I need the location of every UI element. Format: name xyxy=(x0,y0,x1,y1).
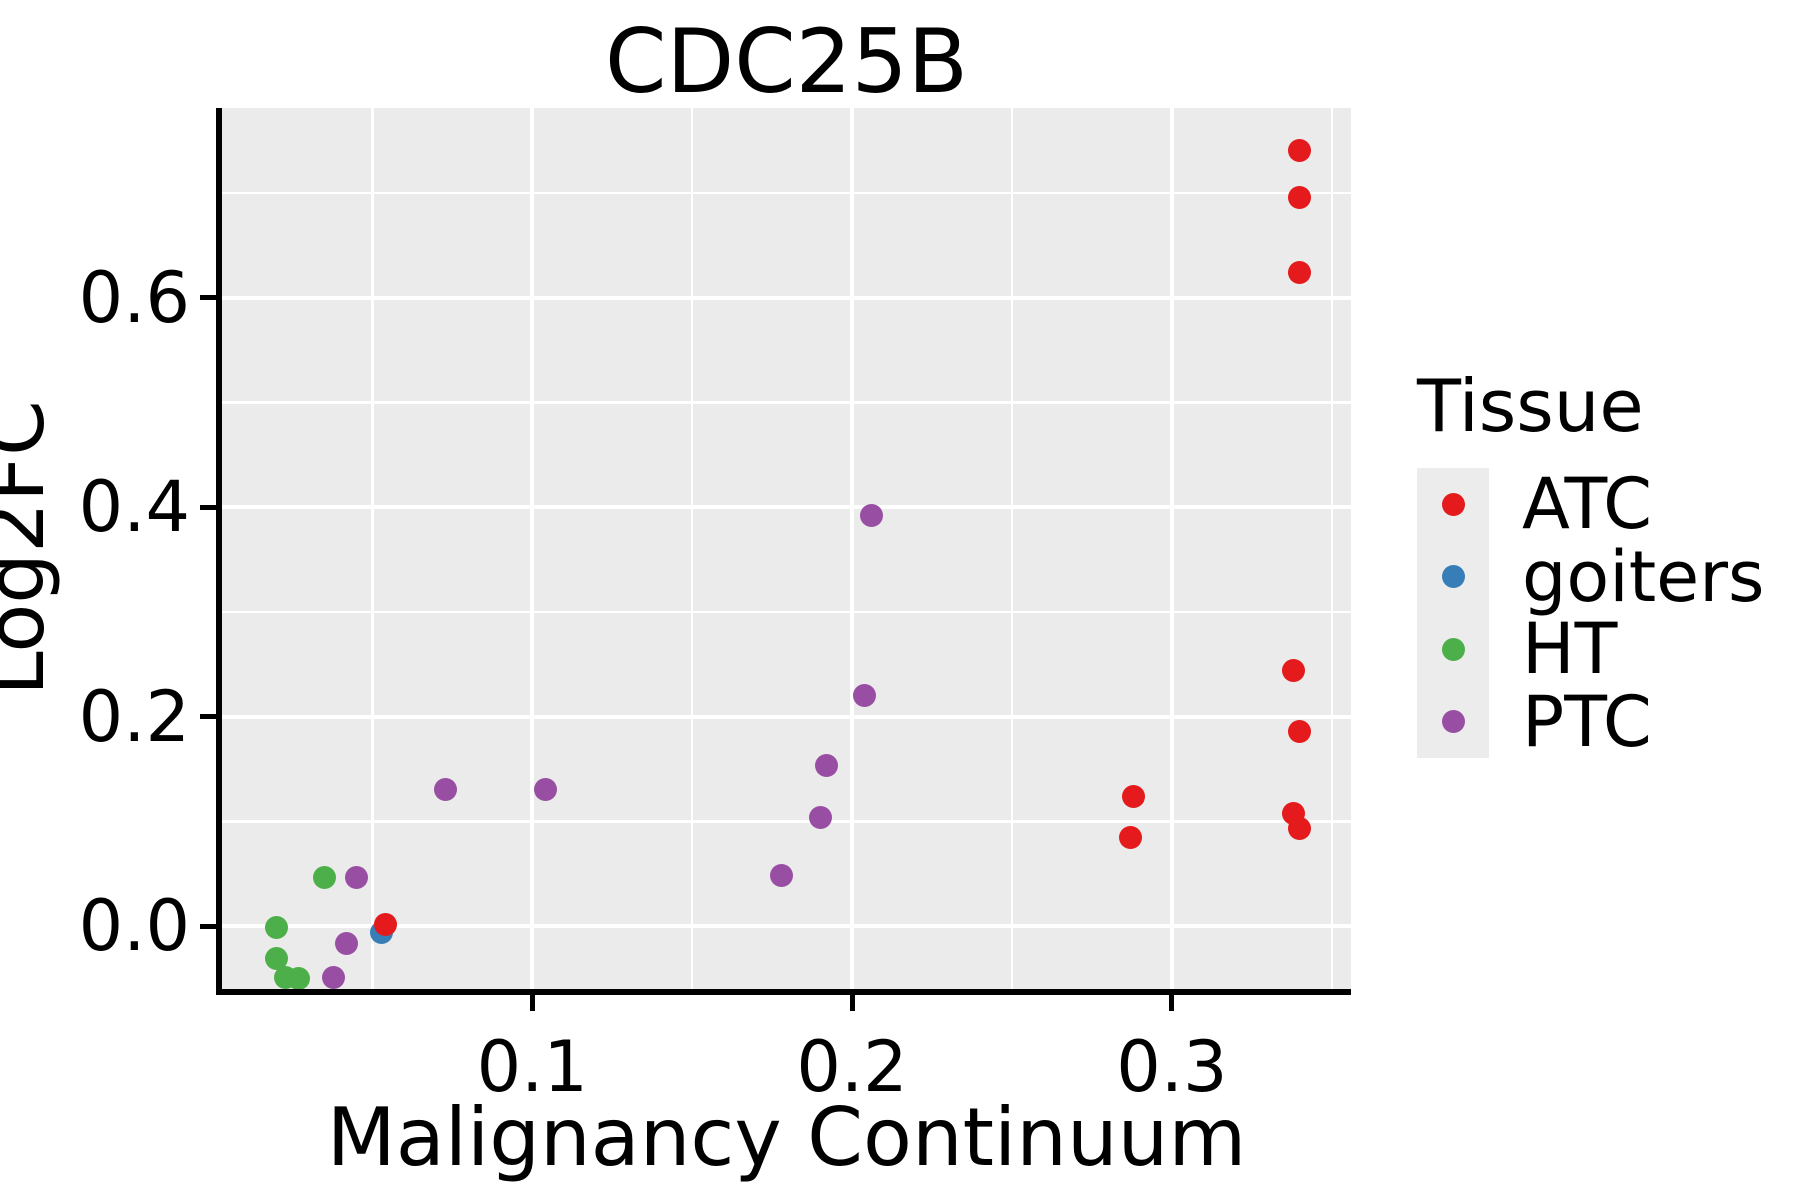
legend-label: goiters xyxy=(1522,535,1765,618)
data-point-PTC xyxy=(859,504,883,527)
legend-key xyxy=(1417,613,1489,686)
x-minor-gridline xyxy=(1010,108,1014,989)
y-tick-mark xyxy=(200,923,216,929)
y-major-gridline xyxy=(222,714,1351,719)
y-major-gridline xyxy=(222,505,1351,510)
y-minor-gridline xyxy=(222,610,1351,614)
x-tick-mark xyxy=(849,995,855,1011)
data-point-ATC xyxy=(1288,719,1312,743)
data-point-PTC xyxy=(344,866,368,890)
data-point-PTC xyxy=(814,754,838,778)
legend-key xyxy=(1417,540,1489,613)
x-minor-gridline xyxy=(690,108,694,989)
plot-panel xyxy=(222,108,1351,991)
legend-item-goiters: goiters xyxy=(1417,535,1765,618)
y-axis-title: Log2FC xyxy=(0,400,62,696)
y-axis-spine xyxy=(216,108,222,995)
x-major-gridline xyxy=(1169,108,1174,989)
x-tick-mark xyxy=(1169,995,1175,1011)
panel-background xyxy=(222,108,1351,989)
ht-legend-dot-icon xyxy=(1441,637,1465,661)
y-tick-mark xyxy=(200,295,216,301)
data-point-HT xyxy=(264,915,288,939)
data-point-ATC xyxy=(1288,817,1312,841)
legend-label: ATC xyxy=(1522,463,1652,546)
data-point-ATC xyxy=(1288,139,1312,163)
y-tick-label: 0.2 xyxy=(78,675,190,758)
x-minor-gridline xyxy=(1330,108,1334,989)
x-minor-gridline xyxy=(371,108,374,989)
y-minor-gridline xyxy=(222,820,1351,823)
plot-title: CDC25B xyxy=(605,10,968,113)
legend-item-HT: HT xyxy=(1417,613,1764,686)
x-tick-mark xyxy=(529,995,535,1011)
data-point-PTC xyxy=(533,778,557,802)
data-point-ATC xyxy=(1288,260,1312,284)
data-point-HT xyxy=(312,866,336,890)
data-point-PTC xyxy=(770,864,794,888)
data-point-PTC xyxy=(322,965,346,989)
y-major-gridline xyxy=(222,295,1351,300)
y-minor-gridline xyxy=(222,191,1351,195)
y-tick-mark xyxy=(200,714,216,720)
legend-key xyxy=(1417,468,1489,541)
y-tick-label: 0.4 xyxy=(78,466,190,549)
legend-item-ATC: ATC xyxy=(1417,468,1764,541)
data-point-ATC xyxy=(1288,185,1312,209)
x-tick-label: 0.1 xyxy=(476,1026,588,1108)
atc-legend-dot-icon xyxy=(1441,492,1465,516)
legend-label: HT xyxy=(1522,608,1618,691)
data-point-HT xyxy=(264,947,288,971)
ptc-legend-dot-icon xyxy=(1441,710,1465,734)
data-point-HT xyxy=(287,967,311,991)
x-tick-label: 0.3 xyxy=(1116,1026,1228,1108)
legend-key xyxy=(1417,685,1489,758)
x-axis-spine xyxy=(216,989,1351,995)
y-tick-mark xyxy=(200,504,216,510)
legend: Tissue ATC goiters HT PTC xyxy=(1417,370,1764,758)
data-point-ATC xyxy=(1118,825,1142,849)
legend-item-PTC: PTC xyxy=(1417,680,1764,763)
data-point-ATC xyxy=(373,912,397,936)
legend-title: Tissue xyxy=(1417,364,1644,448)
data-point-PTC xyxy=(808,805,832,829)
data-point-ATC xyxy=(1281,659,1305,683)
data-point-PTC xyxy=(335,932,359,956)
x-major-gridline xyxy=(850,108,855,989)
goiters-legend-dot-icon xyxy=(1441,565,1465,589)
y-major-gridline xyxy=(222,924,1351,929)
x-tick-label: 0.2 xyxy=(796,1026,908,1108)
y-minor-gridline xyxy=(222,401,1351,404)
data-point-PTC xyxy=(853,684,877,708)
y-tick-label: 0.6 xyxy=(78,256,190,339)
y-tick-label: 0.0 xyxy=(78,885,190,968)
legend-label: PTC xyxy=(1522,680,1652,763)
x-major-gridline xyxy=(530,108,535,989)
data-point-PTC xyxy=(434,778,458,802)
data-point-ATC xyxy=(1122,784,1145,808)
x-axis-title: Malignancy Continuum xyxy=(326,1091,1247,1184)
